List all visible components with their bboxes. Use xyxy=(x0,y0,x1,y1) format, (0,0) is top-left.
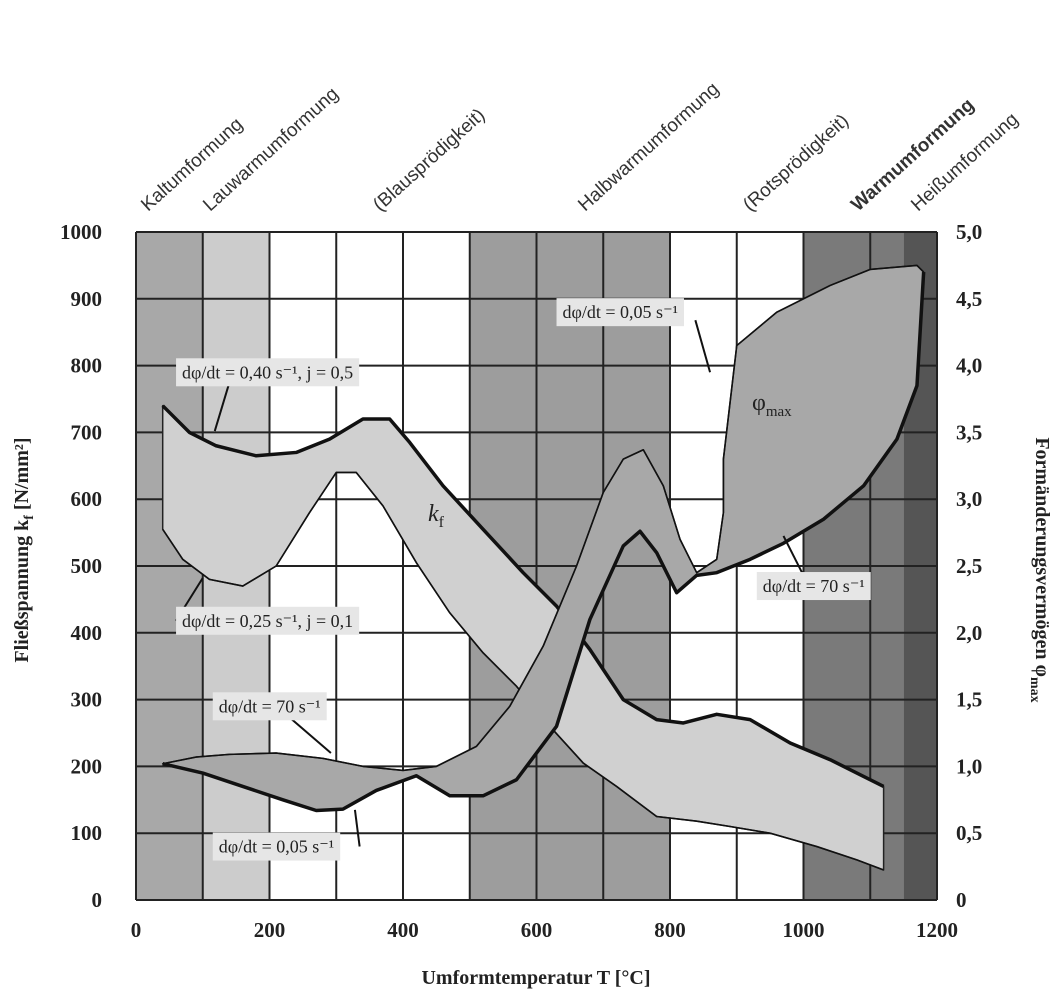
left-tick-label: 900 xyxy=(71,287,103,311)
x-tick-label: 400 xyxy=(387,918,419,942)
right-tick-label: 1,5 xyxy=(956,688,982,712)
phi-name: φ xyxy=(752,390,766,416)
x-tick-label: 0 xyxy=(131,918,142,942)
left-tick-label: 1000 xyxy=(60,220,102,244)
leader-line-4 xyxy=(694,319,712,373)
kf-sub: f xyxy=(439,514,445,531)
leader-line-0 xyxy=(213,382,231,432)
band-lower-line-0 xyxy=(162,471,884,871)
annotation-bg-4 xyxy=(556,298,684,327)
annotation-0: dφ/dt = 0,40 s⁻¹, j = 0,5 xyxy=(182,362,353,382)
phimax-curve-label: φmax xyxy=(752,390,792,420)
annotation-4: dφ/dt = 0,05 s⁻¹ xyxy=(563,302,678,322)
x-axis-title: Umformtemperatur T [°C] xyxy=(421,967,650,989)
right-tick-label: 4,5 xyxy=(956,287,982,311)
kf-name: k xyxy=(428,501,439,527)
x-tick-label: 800 xyxy=(654,918,686,942)
right-axis-title-sub: max xyxy=(1027,677,1042,703)
region-label-3: Halbwarmumformung xyxy=(574,79,723,216)
right-tick-label: 0 xyxy=(956,888,967,912)
band-lower-line-1 xyxy=(162,271,926,813)
x-tick-label: 600 xyxy=(521,918,553,942)
right-axis-title: Formänderungsvermögen φmax xyxy=(1027,437,1053,702)
left-tick-label: 800 xyxy=(71,354,103,378)
band-upper-line-1 xyxy=(162,264,925,772)
kf-curve-label: kf xyxy=(428,501,445,531)
left-tick-label: 400 xyxy=(71,621,103,645)
left-tick-label: 100 xyxy=(71,821,103,845)
region-label-2: (Blausprödigkeit) xyxy=(369,105,489,216)
x-tick-label: 1200 xyxy=(916,918,958,942)
right-tick-label: 1,0 xyxy=(956,754,982,778)
right-tick-label: 4,0 xyxy=(956,354,982,378)
left-tick-label: 600 xyxy=(71,487,103,511)
left-axis-title: Fließspannung kf [N/mm²] xyxy=(11,437,37,662)
left-axis-title-sub: f xyxy=(22,515,37,520)
annotation-1: dφ/dt = 0,25 s⁻¹, j = 0,1 xyxy=(182,611,353,631)
phi-sub: max xyxy=(766,404,792,420)
region-label-0: Kaltumformung xyxy=(137,114,247,216)
annotation-bg-2 xyxy=(212,692,327,721)
right-tick-label: 3,0 xyxy=(956,487,982,511)
x-tick-label: 200 xyxy=(254,918,286,942)
right-tick-label: 0,5 xyxy=(956,821,982,845)
left-tick-label: 700 xyxy=(71,420,103,444)
x-tick-label: 1000 xyxy=(783,918,825,942)
right-axis-title-main: Formänderungsvermögen φ xyxy=(1031,437,1053,677)
annotations: dφ/dt = 0,40 s⁻¹, j = 0,5 dφ/dt = 0,25 s⁻… xyxy=(176,298,871,861)
leader-line-2 xyxy=(287,715,332,754)
right-tick-label: 3,5 xyxy=(956,420,982,444)
annotation-bg-1 xyxy=(176,606,360,635)
x-ticks: 0 200 400 600 800 1000 1200 xyxy=(131,918,958,942)
left-axis-title-main: Fließspannung k xyxy=(11,519,33,663)
annotation-2: dφ/dt = 70 s⁻¹ xyxy=(219,696,321,716)
left-tick-label: 200 xyxy=(71,754,103,778)
right-tick-label: 2,5 xyxy=(956,554,982,578)
leader-line-3 xyxy=(353,809,361,847)
data-bands xyxy=(161,264,926,871)
annotation-bg-5 xyxy=(756,572,871,601)
annotation-leaders xyxy=(175,319,810,847)
annotation-3: dφ/dt = 0,05 s⁻¹ xyxy=(219,837,334,857)
left-tick-label: 300 xyxy=(71,688,103,712)
left-y-ticks: 0 100 200 300 400 500 600 700 800 900 1000 xyxy=(60,220,102,912)
region-label-6: Heißumformung xyxy=(907,109,1022,216)
annotation-5: dφ/dt = 70 s⁻¹ xyxy=(763,576,865,596)
left-tick-label: 500 xyxy=(71,554,103,578)
region-label-4: (Rotsprödigkeit) xyxy=(739,110,853,215)
left-tick-label: 0 xyxy=(92,888,103,912)
right-tick-label: 5,0 xyxy=(956,220,982,244)
right-y-ticks: 0 0,5 1,0 1,5 2,0 2,5 3,0 3,5 4,0 4,5 5,0 xyxy=(956,220,982,912)
left-axis-title-unit: [N/mm²] xyxy=(11,437,33,515)
annotation-bg-3 xyxy=(212,832,341,861)
band-upper-line-0 xyxy=(161,404,885,789)
annotation-bg-0 xyxy=(176,358,360,387)
right-tick-label: 2,0 xyxy=(956,621,982,645)
